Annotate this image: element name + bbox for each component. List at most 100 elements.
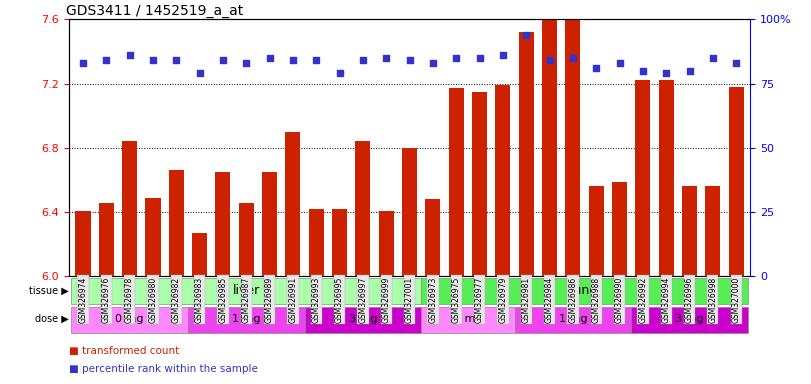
Point (147, 57, 160, 63)
Text: GSM327001: GSM327001 (405, 276, 414, 323)
Text: lung: lung (571, 284, 599, 297)
Bar (145, 198, 161, 276)
Text: GSM326997: GSM326997 (358, 276, 367, 323)
Point (403, 57, 416, 63)
Text: GSM326976: GSM326976 (101, 276, 111, 323)
Bar (589, 187, 603, 276)
Bar (216, 172, 230, 276)
Bar (71, 278, 421, 304)
Text: GSM326990: GSM326990 (615, 276, 624, 323)
Text: 1 mg: 1 mg (559, 314, 587, 324)
Text: GSM326973: GSM326973 (428, 276, 437, 323)
Point (286, 57, 299, 63)
Text: ■ percentile rank within the sample: ■ percentile rank within the sample (69, 364, 258, 374)
Text: GSM326984: GSM326984 (545, 276, 554, 323)
Bar (514, 307, 631, 333)
Text: GSM327000: GSM327000 (732, 276, 740, 323)
Point (730, 60, 743, 66)
Bar (635, 80, 650, 276)
Point (380, 55, 393, 61)
Text: GSM326977: GSM326977 (475, 276, 484, 323)
Text: 3 mg: 3 mg (676, 314, 704, 324)
Text: GSM326986: GSM326986 (569, 276, 577, 323)
Point (473, 55, 486, 61)
Text: 3 mg: 3 mg (349, 314, 377, 324)
Bar (379, 210, 394, 276)
Text: GSM326987: GSM326987 (242, 276, 251, 323)
Point (613, 60, 626, 66)
Point (427, 60, 440, 66)
Bar (496, 85, 510, 276)
Point (169, 57, 182, 63)
Bar (706, 187, 720, 276)
Bar (285, 132, 301, 276)
Text: GSM326993: GSM326993 (311, 276, 320, 323)
Text: GSM326999: GSM326999 (382, 276, 391, 323)
Bar (728, 87, 744, 276)
Point (637, 68, 650, 74)
Text: GSM326992: GSM326992 (638, 276, 647, 323)
Text: GSM326988: GSM326988 (592, 276, 601, 323)
Text: GSM326985: GSM326985 (218, 276, 227, 323)
Text: GSM326998: GSM326998 (708, 276, 718, 323)
Point (450, 55, 463, 61)
Point (333, 70, 346, 76)
Bar (565, 0, 581, 276)
Bar (71, 307, 188, 333)
Text: 0 mg: 0 mg (115, 314, 144, 324)
Bar (309, 209, 324, 276)
Text: GSM326989: GSM326989 (265, 276, 274, 323)
Point (240, 60, 253, 66)
Text: GSM326982: GSM326982 (172, 276, 181, 323)
Text: GSM326983: GSM326983 (195, 276, 204, 323)
Point (566, 55, 579, 61)
Text: GSM326981: GSM326981 (521, 276, 530, 323)
Text: GSM326978: GSM326978 (125, 276, 134, 323)
Text: ■ transformed count: ■ transformed count (69, 346, 179, 356)
Bar (472, 91, 487, 276)
Bar (612, 182, 627, 276)
Point (706, 55, 719, 61)
Text: GSM326980: GSM326980 (148, 276, 157, 323)
Bar (238, 202, 254, 276)
Bar (448, 88, 464, 276)
Bar (682, 187, 697, 276)
Bar (75, 210, 91, 276)
Point (263, 55, 276, 61)
Bar (122, 141, 137, 276)
Text: 0 mg: 0 mg (453, 314, 482, 324)
Point (659, 70, 672, 76)
Point (217, 57, 230, 63)
Point (496, 52, 509, 58)
Point (310, 57, 323, 63)
Point (356, 57, 369, 63)
Point (683, 68, 696, 74)
Text: GSM326995: GSM326995 (335, 276, 344, 323)
Text: GSM326994: GSM326994 (662, 276, 671, 323)
Bar (332, 209, 347, 276)
Bar (305, 307, 421, 333)
Point (543, 57, 556, 63)
Bar (421, 307, 514, 333)
Text: GDS3411 / 1452519_a_at: GDS3411 / 1452519_a_at (66, 4, 242, 18)
Text: GSM326975: GSM326975 (452, 276, 461, 323)
Bar (99, 202, 114, 276)
Text: GSM326996: GSM326996 (685, 276, 694, 323)
Bar (188, 307, 305, 333)
Bar (631, 307, 748, 333)
Bar (262, 172, 277, 276)
Text: 1 mg: 1 mg (232, 314, 260, 324)
Bar (169, 170, 184, 276)
Point (76, 60, 89, 66)
Text: liver: liver (233, 284, 260, 297)
Point (520, 31, 533, 38)
Text: tissue ▶: tissue ▶ (28, 285, 68, 295)
Text: dose ▶: dose ▶ (35, 314, 68, 324)
Point (123, 52, 136, 58)
Bar (518, 32, 534, 276)
Bar (542, 0, 557, 276)
Point (590, 65, 603, 71)
Bar (659, 80, 674, 276)
Text: GSM326974: GSM326974 (79, 276, 88, 323)
Bar (421, 278, 748, 304)
